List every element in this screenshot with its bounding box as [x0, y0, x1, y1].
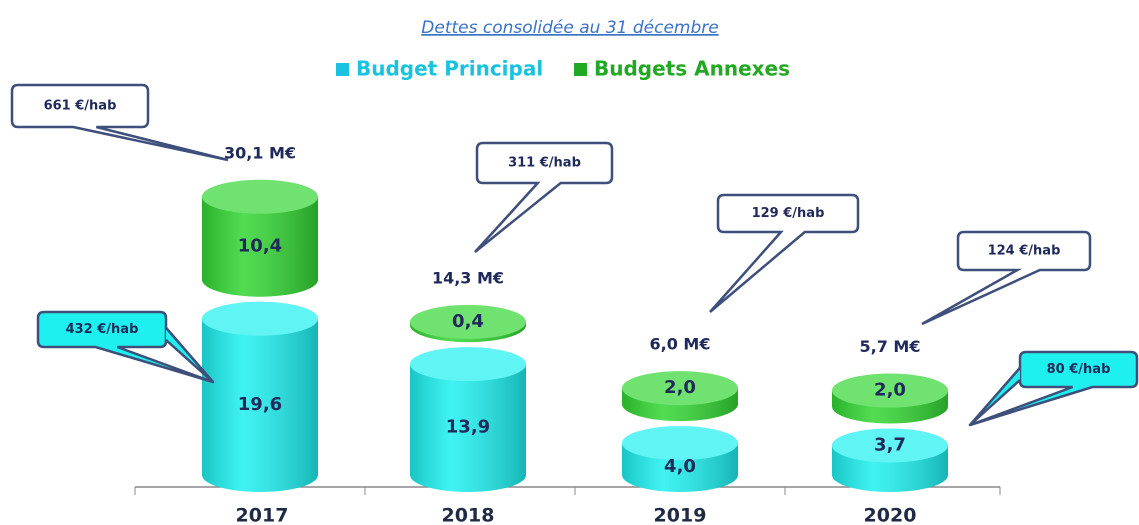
value-label: 0,4: [452, 311, 484, 332]
cylinder-top-highlight: [202, 301, 318, 336]
callout-pointer: [968, 366, 1021, 427]
chart-title: Dettes consolidée au 31 décembre: [421, 18, 718, 38]
cylinder-top-highlight: [410, 304, 526, 339]
cylinder-top-highlight: [832, 428, 948, 463]
callout-label: 311 €/hab: [508, 156, 581, 171]
cylinder-top-highlight: [410, 347, 526, 382]
value-label: 19,6: [238, 394, 282, 415]
value-label: 4,0: [664, 456, 696, 477]
callout-label: 80 €/hab: [1047, 362, 1111, 377]
total-label: 14,3 M€: [432, 268, 504, 287]
total-label: 30,1 M€: [224, 143, 296, 162]
value-label: 10,4: [238, 235, 282, 256]
total-label: 6,0 M€: [650, 335, 711, 354]
callout-label: 432 €/hab: [66, 322, 139, 337]
value-label: 3,7: [874, 434, 906, 455]
x-tick-label: 2018: [442, 505, 495, 525]
cylinder-top-highlight: [832, 373, 948, 408]
cylinder-top: [410, 304, 526, 339]
callout-label: 129 €/hab: [752, 206, 825, 221]
cylinder-top-highlight: [622, 371, 738, 406]
value-label: 2,0: [874, 380, 906, 401]
cylinder-top: [202, 301, 318, 336]
callout-label: 124 €/hab: [988, 244, 1061, 259]
cylinder-top: [832, 373, 948, 408]
legend-label: Budget Principal: [356, 57, 543, 81]
value-label: 13,9: [446, 417, 490, 438]
cylinder-top: [622, 371, 738, 406]
cylinder-top-highlight: [202, 179, 318, 214]
total-label: 5,7 M€: [860, 337, 921, 356]
callout-box: [969, 350, 1139, 427]
cylinder-top: [202, 179, 318, 214]
legend-label: Budgets Annexes: [594, 57, 790, 81]
callout-box: [921, 230, 1092, 326]
cylinder-top: [410, 347, 526, 382]
cylinder-shade: [202, 318, 318, 492]
x-tick-label: 2020: [864, 505, 917, 525]
callout-box: [10, 83, 229, 162]
callout-pointer: [165, 326, 215, 384]
legend-swatch: [336, 63, 349, 76]
cylinder-shade: [410, 364, 526, 492]
callout-box: [36, 310, 214, 384]
x-tick-label: 2017: [236, 505, 289, 525]
cylinder-top: [622, 426, 738, 461]
callout-label: 661 €/hab: [44, 99, 117, 114]
x-tick-label: 2019: [654, 505, 707, 525]
cylinder-top: [832, 428, 948, 463]
cylinder-top-highlight: [622, 426, 738, 461]
callout-box: [709, 193, 860, 313]
legend-swatch: [574, 63, 587, 76]
value-label: 2,0: [664, 377, 696, 398]
cylinder-shade: [202, 196, 318, 297]
callout-box: [474, 141, 614, 253]
